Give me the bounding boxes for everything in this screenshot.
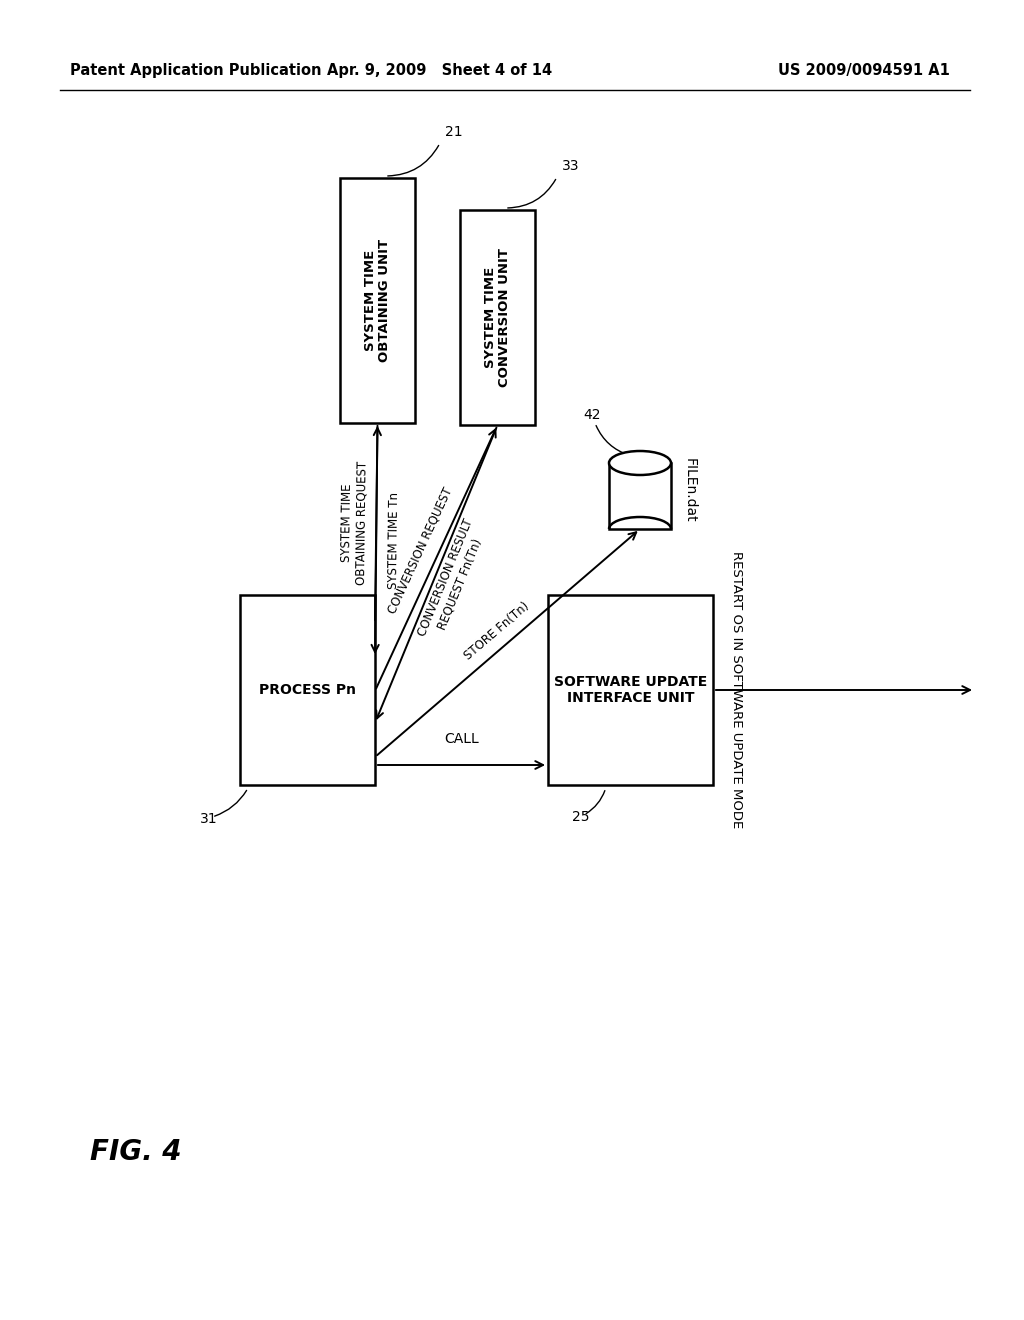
Text: 21: 21 xyxy=(445,125,463,139)
Text: SYSTEM TIME
OBTAINING UNIT: SYSTEM TIME OBTAINING UNIT xyxy=(364,239,391,362)
Text: 31: 31 xyxy=(200,812,218,826)
Text: CONVERSION RESULT
REQUEST Fn(Tn): CONVERSION RESULT REQUEST Fn(Tn) xyxy=(416,517,489,644)
Ellipse shape xyxy=(609,451,671,475)
Text: RESTART OS IN SOFTWARE UPDATE MODE: RESTART OS IN SOFTWARE UPDATE MODE xyxy=(730,552,743,829)
Text: Patent Application Publication: Patent Application Publication xyxy=(70,62,322,78)
Text: SYSTEM TIME Tn: SYSTEM TIME Tn xyxy=(387,491,401,589)
Text: Apr. 9, 2009   Sheet 4 of 14: Apr. 9, 2009 Sheet 4 of 14 xyxy=(328,62,553,78)
Text: 42: 42 xyxy=(583,408,600,422)
Text: FILEn.dat: FILEn.dat xyxy=(683,458,697,523)
Text: 25: 25 xyxy=(571,810,589,824)
Text: US 2009/0094591 A1: US 2009/0094591 A1 xyxy=(778,62,950,78)
Text: SYSTEM TIME
OBTAINING REQUEST: SYSTEM TIME OBTAINING REQUEST xyxy=(340,461,369,585)
Bar xyxy=(460,210,535,425)
Text: FIG. 4: FIG. 4 xyxy=(90,1138,181,1166)
Bar xyxy=(240,595,375,785)
Text: PROCESS Pn: PROCESS Pn xyxy=(259,682,356,697)
Bar xyxy=(609,463,671,529)
Text: SOFTWARE UPDATE
INTERFACE UNIT: SOFTWARE UPDATE INTERFACE UNIT xyxy=(554,675,708,705)
Bar xyxy=(340,178,415,422)
Text: CONVERSION REQUEST: CONVERSION REQUEST xyxy=(385,486,455,615)
Text: 33: 33 xyxy=(562,158,580,173)
Text: SYSTEM TIME
CONVERSION UNIT: SYSTEM TIME CONVERSION UNIT xyxy=(483,248,512,387)
Bar xyxy=(548,595,713,785)
Text: CALL: CALL xyxy=(444,733,479,746)
Text: STORE Fn(Tn): STORE Fn(Tn) xyxy=(462,599,532,663)
